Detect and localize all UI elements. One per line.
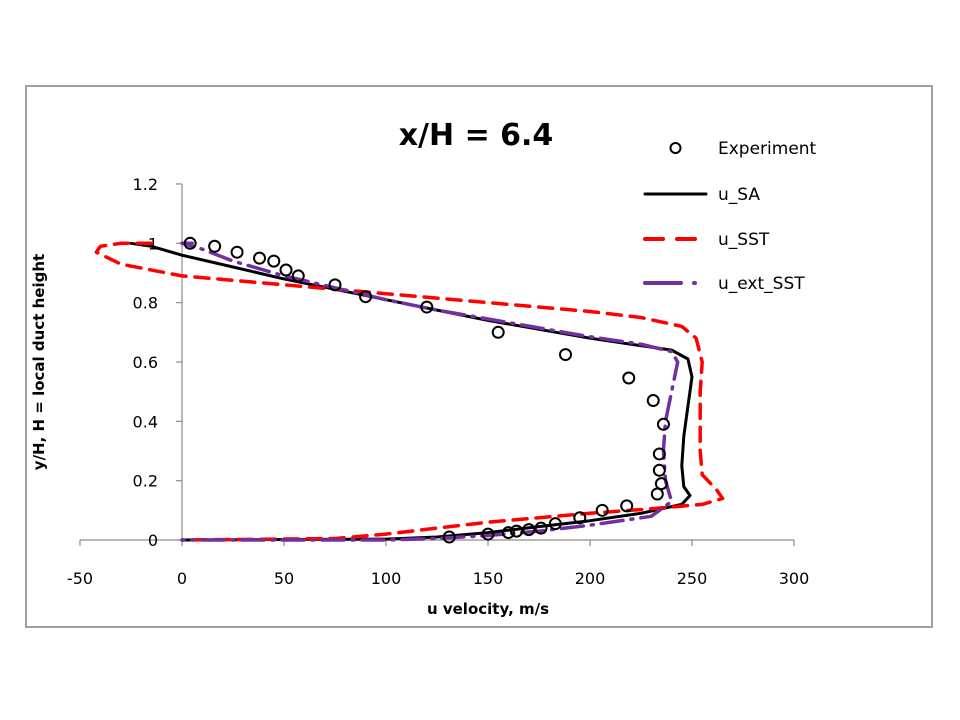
experiment-point bbox=[510, 524, 524, 538]
legend-label: Experiment bbox=[718, 139, 817, 159]
legend-item: Experiment bbox=[669, 139, 817, 159]
experiment-point bbox=[595, 503, 609, 517]
experiment-point bbox=[501, 526, 515, 540]
series-layer bbox=[94, 236, 725, 544]
x-axis-title: u velocity, m/s bbox=[427, 600, 549, 618]
experiment-point bbox=[267, 254, 281, 268]
experiment-point bbox=[650, 487, 664, 501]
experiment-point bbox=[208, 239, 222, 253]
chart-title: x/H = 6.4 bbox=[399, 118, 554, 153]
series-line-u-sa bbox=[129, 241, 694, 542]
experiment-point bbox=[291, 269, 305, 283]
experiment-point bbox=[622, 371, 636, 385]
experiment-point bbox=[491, 325, 505, 339]
experiment-point bbox=[559, 348, 573, 362]
legend: Experiment u_SA u_SST u_ext_SST bbox=[643, 139, 817, 294]
experiment-point bbox=[359, 290, 373, 304]
experiment-point bbox=[442, 530, 456, 544]
experiment-point bbox=[481, 527, 495, 541]
legend-marker-experiment bbox=[669, 142, 682, 154]
experiment-point bbox=[652, 463, 666, 477]
x-tick-label: 200 bbox=[575, 569, 606, 588]
x-tick-label: 250 bbox=[677, 569, 708, 588]
y-axis-title: y/H, H = local duct height bbox=[30, 254, 48, 470]
x-tick-label: 0 bbox=[177, 569, 187, 588]
y-tick-label: 1.2 bbox=[133, 175, 158, 194]
x-tick-label: 150 bbox=[473, 569, 504, 588]
legend-item: u_SA bbox=[643, 185, 760, 205]
legend-label: u_SST bbox=[718, 230, 770, 250]
experiment-point bbox=[183, 236, 197, 250]
x-tick-label: 100 bbox=[371, 569, 402, 588]
experiment-point bbox=[646, 394, 660, 408]
y-tick-label: 0.4 bbox=[133, 412, 158, 431]
chart-frame bbox=[25, 85, 933, 628]
experiment-point bbox=[573, 511, 587, 525]
experiment-point bbox=[534, 521, 548, 535]
y-tick-label: 0 bbox=[148, 531, 158, 550]
experiment-point bbox=[328, 278, 342, 292]
experiment-point bbox=[656, 417, 670, 431]
x-tick-label: -50 bbox=[67, 569, 93, 588]
x-tick-label: 50 bbox=[274, 569, 294, 588]
experiment-point bbox=[522, 523, 536, 537]
series-line-u-sst bbox=[94, 241, 725, 542]
experiment-point bbox=[652, 447, 666, 461]
legend-label: u_SA bbox=[718, 185, 760, 205]
x-tick-label: 300 bbox=[779, 569, 810, 588]
legend-item: u_SST bbox=[643, 230, 770, 250]
y-tick-label: 0.2 bbox=[133, 472, 158, 491]
experiment-point bbox=[548, 517, 562, 531]
experiment-point bbox=[420, 300, 434, 314]
experiment-point bbox=[253, 251, 267, 265]
legend-item: u_ext_SST bbox=[643, 274, 805, 294]
legend-label: u_ext_SST bbox=[718, 274, 805, 294]
series-line-u-ext-sst bbox=[180, 241, 680, 542]
experiment-point bbox=[620, 499, 634, 513]
y-tick-label: 0.8 bbox=[133, 294, 158, 313]
experiment-point bbox=[279, 263, 293, 277]
experiment-point bbox=[230, 245, 244, 259]
y-tick-label: 0.6 bbox=[133, 353, 158, 372]
